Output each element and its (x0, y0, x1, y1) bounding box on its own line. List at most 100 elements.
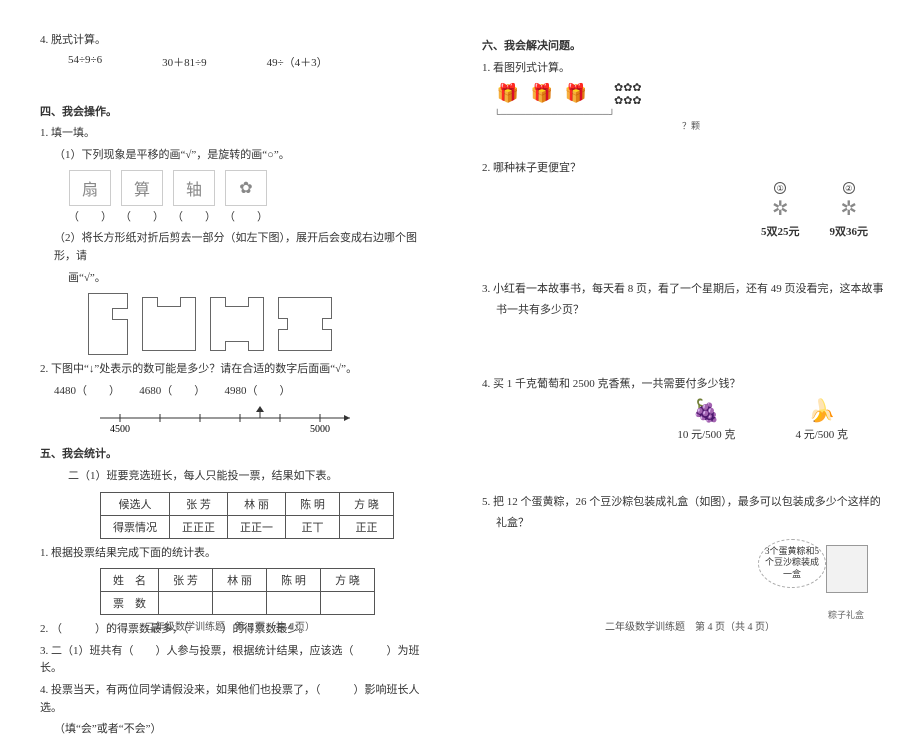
page-footer-right: 二年级数学训练题 第 4 页（共 4 页） (460, 618, 920, 633)
calc-row: 54÷9÷6 30＋81÷9 49÷（4＋3） (40, 54, 438, 70)
s5-q4b: （填“会”或者“不会”） (40, 721, 438, 739)
sock-1: ① ✲ 5双25元 (761, 182, 800, 239)
tally-2: 正正一 (228, 515, 286, 538)
sth-2: 林 丽 (213, 569, 267, 592)
banana-price: 4 元/500 克 (795, 426, 848, 442)
sock-block: ① ✲ 5双25元 ② ✲ 9双36元 (482, 182, 888, 239)
fruit-row: 🍇 10 元/500 克 🍌 4 元/500 克 (482, 398, 888, 442)
vote-tally-table: 候选人 张 芳 林 丽 陈 明 方 晓 得票情况 正正正 正正一 正丅 正正 (100, 492, 394, 539)
table-row: 得票情况 正正正 正正一 正丅 正正 (101, 515, 394, 538)
s4-q2: 2. 下图中“↓”处表示的数可能是多少？请在合适的数字后面画“√”。 (40, 361, 438, 379)
giftbox-figure: 3个蛋黄粽和5个豆沙粽装成一盒 粽子礼盒 (768, 539, 868, 609)
sth-4: 方 晓 (321, 569, 375, 592)
banana-icon: 🍌 (808, 398, 835, 424)
fold-shapes (40, 293, 438, 355)
num-options: 4480（ ） 4680（ ） 4980（ ） (40, 383, 438, 401)
paren-2: （ ） (120, 208, 164, 224)
fold-option-3 (278, 297, 332, 351)
th-2: 林 丽 (228, 492, 286, 515)
icon-fan: 扇 （ ） (68, 170, 112, 224)
gift-icon: 🎁 (494, 83, 522, 105)
scell-1 (159, 592, 213, 615)
speech-bubble: 3个蛋黄粽和5个豆沙粽装成一盒 (758, 539, 826, 588)
page-footer-left: 二年级数学训练题 第 3 页（共 4 页） (0, 618, 460, 633)
num-opt-a: 4480（ ） (54, 385, 115, 397)
sth-1: 张 芳 (159, 569, 213, 592)
gift-row: 🎁 🎁 🎁 ✿✿✿ ✿✿✿ (482, 81, 888, 107)
calc-b: 30＋81÷9 (162, 54, 207, 70)
grape-icon: 🍇 (693, 398, 720, 424)
s4-q1-2b: 画“√”。 (40, 270, 438, 288)
num-1: ① (774, 182, 786, 194)
th-4: 方 晓 (340, 492, 394, 515)
sock-icon: ✲ (840, 196, 857, 221)
s6-q4: 4. 买 1 千克葡萄和 2500 克香蕉，一共需要付多少钱？ (482, 376, 888, 394)
tally-3: 正丅 (286, 515, 340, 538)
banana-item: 🍌 4 元/500 克 (795, 398, 848, 442)
number-line: 4500 5000 (40, 406, 438, 436)
s6-q1: 1. 看图列式计算。 (482, 60, 888, 78)
grape-price: 10 元/500 克 (677, 426, 735, 442)
flower-group: ✿✿✿ ✿✿✿ (614, 81, 642, 107)
translation-rotation-icons: 扇 （ ） 算 （ ） 轴 （ ） ✿ （ ） (40, 170, 438, 224)
s6-q3: 3. 小红看一本故事书，每天看 8 页，看了一个星期后，还有 49 页没看完，这… (482, 281, 888, 299)
s4-q1: 1. 填一填。 (40, 125, 438, 143)
s6-q3b: 书一共有多少页？ (482, 302, 888, 320)
sock-icon: ✲ (772, 196, 789, 221)
sth-3: 陈 明 (267, 569, 321, 592)
num-2: ② (843, 182, 855, 194)
numline-min: 4500 (110, 424, 130, 435)
bracket-label: └─────────────────┘ ？颗 (482, 109, 888, 132)
q4-title: 4. 脱式计算。 (40, 32, 438, 50)
scell-4 (321, 592, 375, 615)
section-6-title: 六、我会解决问题。 (482, 38, 888, 56)
s4-q1-1: （1）下列现象是平移的画“√”，是旋转的画“○”。 (40, 147, 438, 165)
s5-q3: 3. 二（1）班共有（ ）人参与投票，根据统计结果，应该选（ ）为班长。 (40, 643, 438, 678)
paren-1: （ ） (68, 208, 112, 224)
sec5-intro: 二（1）班要竞选班长，每人只能投一票，结果如下表。 (40, 468, 438, 486)
sock-price-2: 9双36元 (830, 223, 869, 239)
fold-option-2 (210, 297, 264, 351)
scell-2 (213, 592, 267, 615)
gift-icon: 🎁 (562, 83, 590, 105)
numline-max: 5000 (310, 424, 330, 435)
table-row: 姓 名 张 芳 林 丽 陈 明 方 晓 (101, 569, 375, 592)
sock-2: ② ✲ 9双36元 (830, 182, 869, 239)
row-label: 得票情况 (101, 515, 170, 538)
s4-q1-2a: （2）将长方形纸对折后剪去一部分（如左下图），展开后会变成右边哪个图形，请 (40, 230, 438, 265)
page-4: 六、我会解决问题。 1. 看图列式计算。 🎁 🎁 🎁 ✿✿✿ ✿✿✿ └────… (460, 0, 920, 647)
sth-name: 姓 名 (101, 569, 159, 592)
icon-flowers: ✿ （ ） (224, 170, 268, 224)
table-row: 票 数 (101, 592, 375, 615)
calc-a: 54÷9÷6 (68, 54, 102, 70)
num-opt-c: 4980（ ） (225, 385, 291, 397)
th-3: 陈 明 (286, 492, 340, 515)
fold-original (88, 293, 128, 355)
icon-reel: 轴 （ ） (172, 170, 216, 224)
s5-q1: 1. 根据投票结果完成下面的统计表。 (40, 545, 438, 563)
th-candidate: 候选人 (101, 492, 170, 515)
gift-bag-icon (826, 545, 868, 593)
gift-icon: 🎁 (528, 83, 556, 105)
s6-q5: 5. 把 12 个蛋黄粽，26 个豆沙粽包装成礼盒（如图），最多可以包装成多少个… (482, 494, 888, 512)
scell-3 (267, 592, 321, 615)
s5-q4a: 4. 投票当天，有两位同学请假没来，如果他们也投票了，（ ）影响班长人选。 (40, 682, 438, 717)
calc-c: 49÷（4＋3） (267, 54, 328, 70)
section-4-title: 四、我会操作。 (40, 104, 438, 122)
fold-option-1 (142, 297, 196, 351)
th-1: 张 芳 (170, 492, 228, 515)
tally-4: 正正 (340, 515, 394, 538)
stat-table: 姓 名 张 芳 林 丽 陈 明 方 晓 票 数 (100, 568, 375, 615)
section-5-title: 五、我会统计。 (40, 446, 438, 464)
tally-1: 正正正 (170, 515, 228, 538)
page-3: 4. 脱式计算。 54÷9÷6 30＋81÷9 49÷（4＋3） 四、我会操作。… (0, 0, 460, 647)
paren-4: （ ） (224, 208, 268, 224)
grape-item: 🍇 10 元/500 克 (677, 398, 735, 442)
paren-3: （ ） (172, 208, 216, 224)
table-row: 候选人 张 芳 林 丽 陈 明 方 晓 (101, 492, 394, 515)
s6-q2: 2. 哪种袜子更便宜？ (482, 160, 888, 178)
sock-price-1: 5双25元 (761, 223, 800, 239)
s6-q5b: 礼盒？ (482, 515, 888, 533)
num-opt-b: 4680（ ） (139, 385, 200, 397)
icon-abacus: 算 （ ） (120, 170, 164, 224)
